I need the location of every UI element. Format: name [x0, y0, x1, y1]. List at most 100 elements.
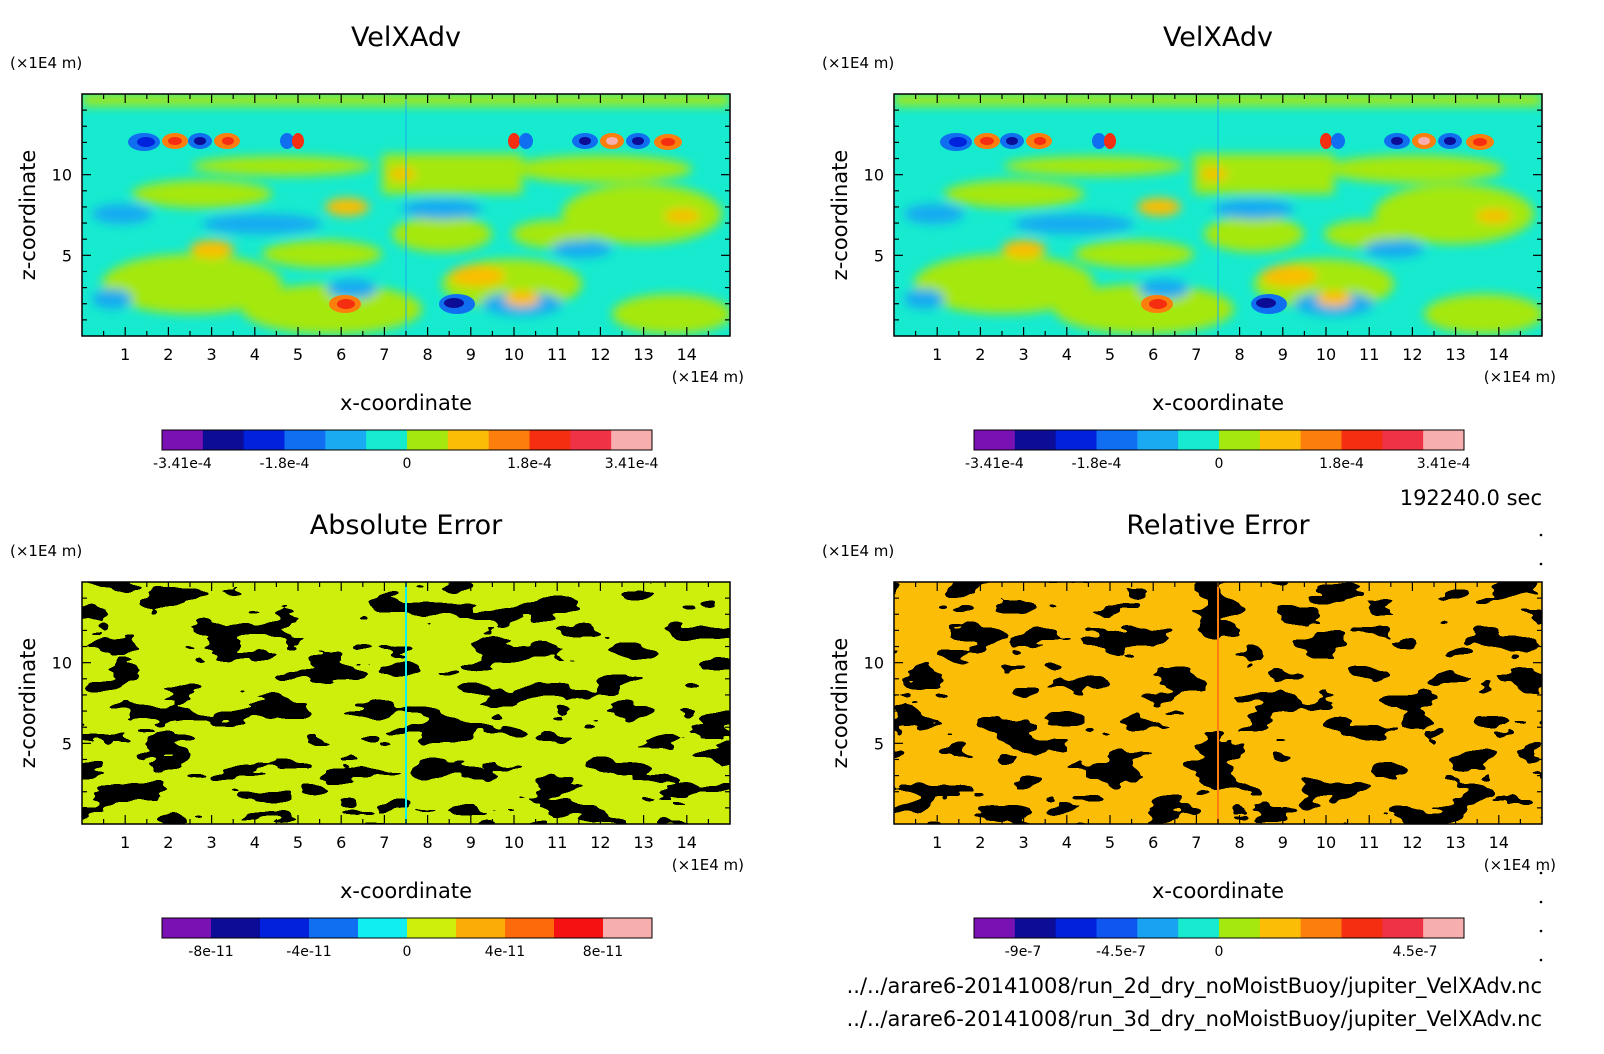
colorbar-tick-label: 1.8e-4	[507, 456, 552, 472]
x-axis-label: x-coordinate	[1152, 879, 1284, 903]
colorbar-tick-label: 4.5e-7	[1393, 944, 1438, 960]
colorbar-swatch	[1137, 918, 1179, 938]
colorbar: -3.41e-4 -1.8e-4 0 1.8e-4 3.41e-4	[965, 429, 1471, 472]
x-axis-label: x-coordinate	[340, 391, 472, 415]
colorbar: -8e-11 -4e-11 0 4e-11 8e-11	[161, 917, 653, 960]
y-axis-label: z-coordinate	[828, 638, 852, 769]
x-tick-label: 4	[250, 345, 260, 364]
x-tick-label: 13	[633, 345, 653, 364]
x-tick-label: 10	[504, 833, 524, 852]
colorbar-tick-label: -8e-11	[188, 944, 233, 960]
x-tick-label: 11	[547, 345, 567, 364]
colorbar-swatch	[1341, 430, 1383, 450]
y-tick-label: 5	[874, 734, 884, 753]
x-tick-label: 2	[163, 345, 173, 364]
colorbar-swatch	[974, 430, 1016, 450]
x-tick-label: 1	[120, 345, 130, 364]
colorbar-swatch	[1096, 430, 1138, 450]
colorbar-swatch	[309, 918, 359, 938]
colorbar-swatch	[1014, 918, 1057, 938]
x-tick-label: 7	[1191, 345, 1201, 364]
x-tick-label: 2	[975, 345, 985, 364]
colorbar-swatch	[1300, 430, 1342, 450]
colorbar-swatch	[1341, 918, 1383, 938]
y-tick-label: 5	[62, 734, 72, 753]
colorbar-swatch	[211, 918, 261, 938]
colorbar-swatch	[1423, 430, 1465, 450]
x-unit: (×1E4 m)	[672, 368, 744, 386]
x-tick-label: 14	[677, 833, 697, 852]
x-tick-label: 5	[1105, 833, 1115, 852]
x-tick-label: 5	[1105, 345, 1115, 364]
colorbar-tick-label: 8e-11	[583, 944, 623, 960]
colorbar-swatch	[1219, 918, 1261, 938]
x-tick-label: 5	[293, 345, 303, 364]
y-axis-label: z-coordinate	[828, 150, 852, 281]
colorbar-tick-label: 4e-11	[485, 944, 525, 960]
x-tick-label: 2	[975, 833, 985, 852]
x-tick-label: 3	[1019, 833, 1029, 852]
colorbar-swatch	[505, 918, 555, 938]
x-tick-label: 12	[1402, 345, 1422, 364]
x-tick-label: 1	[120, 833, 130, 852]
x-tick-label: 8	[1235, 833, 1245, 852]
colorbar-tick-label: 0	[1215, 456, 1224, 472]
colorbar: -9e-7 -4.5e-7 0 4.5e-7	[973, 917, 1465, 960]
colorbar-tick-label: -3.41e-4	[965, 456, 1024, 472]
y-unit: (×1E4 m)	[10, 54, 82, 72]
colorbar-swatch	[162, 430, 204, 450]
colorbar-swatch	[1178, 918, 1220, 938]
x-unit: (×1E4 m)	[1484, 368, 1556, 386]
chart-title: VelXAdv	[351, 22, 461, 53]
x-tick-label: 6	[336, 345, 346, 364]
x-tick-label: 6	[1148, 345, 1158, 364]
colorbar-swatch	[611, 430, 653, 450]
colorbar-swatch	[1219, 430, 1261, 450]
x-tick-label: 11	[547, 833, 567, 852]
file-path-2d: ../../arare6-20141008/run_2d_dry_noMoist…	[847, 974, 1542, 999]
y-tick-label: 10	[864, 654, 884, 673]
colorbar-swatch	[554, 918, 604, 938]
x-axis-label: x-coordinate	[340, 879, 472, 903]
chart-title: Absolute Error	[310, 510, 503, 541]
colorbar-tick-label: -1.8e-4	[1072, 456, 1122, 472]
colorbar-swatch	[1259, 918, 1302, 938]
x-tick-label: 14	[1489, 833, 1509, 852]
x-tick-label: 9	[1278, 345, 1288, 364]
y-unit: (×1E4 m)	[822, 542, 894, 560]
x-tick-label: 12	[590, 833, 610, 852]
x-tick-label: 4	[1062, 833, 1072, 852]
colorbar-swatch	[1096, 918, 1138, 938]
x-tick-label: 9	[466, 345, 476, 364]
x-tick-label: 13	[1445, 345, 1465, 364]
colorbar-swatch	[1300, 918, 1342, 938]
colorbar-tick-label: 0	[1215, 944, 1224, 960]
colorbar-tick-label: -4.5e-7	[1096, 944, 1146, 960]
colorbar-frame	[161, 429, 653, 451]
colorbar-tick-label: -4e-11	[286, 944, 331, 960]
colorbar-swatch	[202, 430, 245, 450]
field-velxadv-2d	[82, 94, 732, 336]
field-absolute-error	[82, 582, 730, 824]
x-tick-label: 4	[1062, 345, 1072, 364]
x-tick-label: 8	[1235, 345, 1245, 364]
colorbar-frame	[973, 429, 1465, 451]
colorbar-frame	[161, 917, 653, 939]
x-tick-label: 9	[1278, 833, 1288, 852]
file-path-3d: ../../arare6-20141008/run_3d_dry_noMoist…	[847, 1007, 1542, 1032]
field-velxadv-3d	[894, 94, 1544, 336]
y-tick-label: 10	[52, 654, 72, 673]
x-tick-label: 7	[379, 345, 389, 364]
colorbar-swatch	[1137, 430, 1179, 450]
colorbar: -3.41e-4 -1.8e-4 0 1.8e-4 3.41e-4	[153, 429, 659, 472]
x-tick-label: 3	[207, 345, 217, 364]
y-tick-label: 5	[62, 246, 72, 265]
colorbar-swatch	[1178, 430, 1220, 450]
x-tick-label: 8	[423, 345, 433, 364]
colorbar-tick-label: -1.8e-4	[260, 456, 310, 472]
x-unit: (×1E4 m)	[672, 856, 744, 874]
colorbar-swatch	[325, 430, 367, 450]
